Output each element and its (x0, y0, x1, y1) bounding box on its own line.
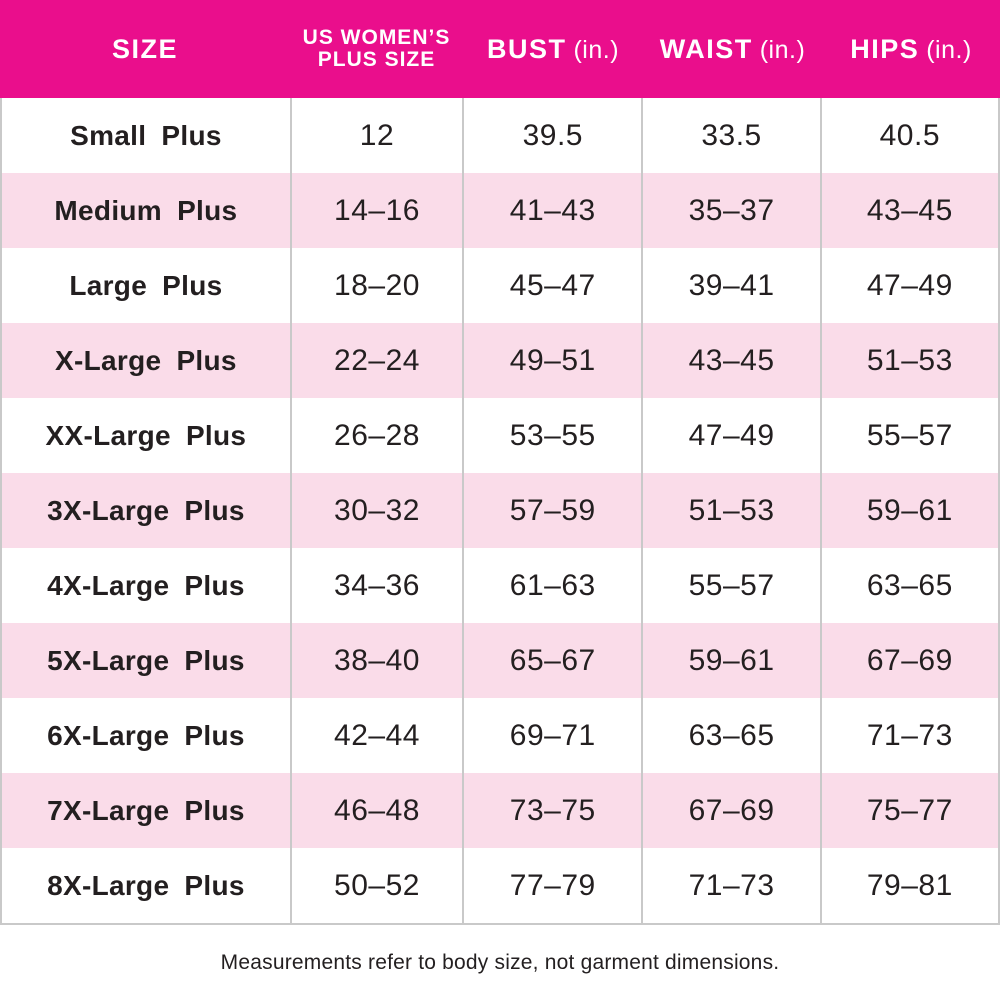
waist-value: 63–65 (641, 698, 819, 773)
us-size-value: 18–20 (289, 248, 462, 323)
table-row: X-Large Plus 22–24 49–51 43–45 51–53 (2, 323, 998, 398)
table-row: Small Plus 12 39.5 33.5 40.5 (2, 98, 998, 173)
us-size-value: 14–16 (289, 173, 462, 248)
waist-value: 67–69 (641, 773, 819, 848)
hips-value: 51–53 (819, 323, 998, 398)
us-size-value: 34–36 (289, 548, 462, 623)
column-header-hips-label: HIPS (850, 33, 920, 64)
us-size-value: 46–48 (289, 773, 462, 848)
hips-value: 79–81 (819, 848, 998, 923)
waist-value: 33.5 (641, 98, 819, 173)
hips-value: 59–61 (819, 473, 998, 548)
table-row: 5X-Large Plus 38–40 65–67 59–61 67–69 (2, 623, 998, 698)
table-row: Large Plus 18–20 45–47 39–41 47–49 (2, 248, 998, 323)
column-header-waist: WAIST (in.) (643, 35, 822, 63)
us-size-value: 42–44 (289, 698, 462, 773)
table-row: 3X-Large Plus 30–32 57–59 51–53 59–61 (2, 473, 998, 548)
bust-value: 73–75 (462, 773, 641, 848)
bust-value: 57–59 (462, 473, 641, 548)
waist-value: 59–61 (641, 623, 819, 698)
bust-value: 41–43 (462, 173, 641, 248)
bust-value: 39.5 (462, 98, 641, 173)
column-header-size: SIZE (111, 33, 178, 64)
column-header-hips: HIPS (in.) (822, 35, 1000, 63)
table-row: 7X-Large Plus 46–48 73–75 67–69 75–77 (2, 773, 998, 848)
bust-value: 77–79 (462, 848, 641, 923)
waist-value: 51–53 (641, 473, 819, 548)
size-name: 3X-Large Plus (47, 494, 245, 526)
hips-value: 75–77 (819, 773, 998, 848)
table-row: Medium Plus 14–16 41–43 35–37 43–45 (2, 173, 998, 248)
us-size-value: 22–24 (289, 323, 462, 398)
size-name: 4X-Large Plus (47, 569, 245, 601)
column-header-hips-unit: (in.) (926, 35, 972, 64)
hips-value: 40.5 (819, 98, 998, 173)
bust-value: 69–71 (462, 698, 641, 773)
waist-value: 39–41 (641, 248, 819, 323)
bust-value: 65–67 (462, 623, 641, 698)
table-row: 8X-Large Plus 50–52 77–79 71–73 79–81 (2, 848, 998, 923)
hips-value: 47–49 (819, 248, 998, 323)
size-name: Medium Plus (54, 194, 238, 226)
size-name: 6X-Large Plus (47, 719, 245, 751)
table-header-row: SIZE US WOMEN’S PLUS SIZE BUST (in.) WAIS… (0, 0, 1000, 98)
hips-value: 67–69 (819, 623, 998, 698)
column-header-bust: BUST (in.) (463, 35, 643, 63)
size-name: Large Plus (69, 269, 223, 301)
waist-value: 43–45 (641, 323, 819, 398)
footnote-area: Measurements refer to body size, not gar… (0, 925, 1000, 1000)
us-size-value: 26–28 (289, 398, 462, 473)
us-size-value: 12 (289, 98, 462, 173)
waist-value: 71–73 (641, 848, 819, 923)
hips-value: 63–65 (819, 548, 998, 623)
table-row: 4X-Large Plus 34–36 61–63 55–57 63–65 (2, 548, 998, 623)
size-name: 8X-Large Plus (47, 869, 245, 901)
waist-value: 47–49 (641, 398, 819, 473)
size-name: 5X-Large Plus (47, 644, 245, 676)
bust-value: 61–63 (462, 548, 641, 623)
size-name: XX-Large Plus (45, 419, 247, 451)
size-name: 7X-Large Plus (47, 794, 245, 826)
column-header-waist-label: WAIST (659, 33, 753, 64)
table-body: Small Plus 12 39.5 33.5 40.5 Medium Plus… (0, 98, 1000, 925)
hips-value: 43–45 (819, 173, 998, 248)
bust-value: 49–51 (462, 323, 641, 398)
waist-value: 35–37 (641, 173, 819, 248)
waist-value: 55–57 (641, 548, 819, 623)
size-name: Small Plus (70, 119, 222, 151)
hips-value: 55–57 (819, 398, 998, 473)
bust-value: 53–55 (462, 398, 641, 473)
column-header-waist-unit: (in.) (759, 35, 806, 64)
column-header-line2: PLUS SIZE (317, 48, 436, 71)
us-size-value: 50–52 (289, 848, 462, 923)
column-header-line1: US WOMEN’S (302, 25, 451, 49)
footnote-text: Measurements refer to body size, not gar… (220, 950, 780, 974)
column-header-us-plus-size: US WOMEN’S PLUS SIZE (290, 25, 463, 71)
us-size-value: 38–40 (289, 623, 462, 698)
column-header-bust-label: BUST (486, 33, 567, 64)
size-name: X-Large Plus (55, 344, 237, 376)
table-row: 6X-Large Plus 42–44 69–71 63–65 71–73 (2, 698, 998, 773)
column-header-bust-unit: (in.) (573, 35, 620, 64)
hips-value: 71–73 (819, 698, 998, 773)
bust-value: 45–47 (462, 248, 641, 323)
table-row: XX-Large Plus 26–28 53–55 47–49 55–57 (2, 398, 998, 473)
us-size-value: 30–32 (289, 473, 462, 548)
